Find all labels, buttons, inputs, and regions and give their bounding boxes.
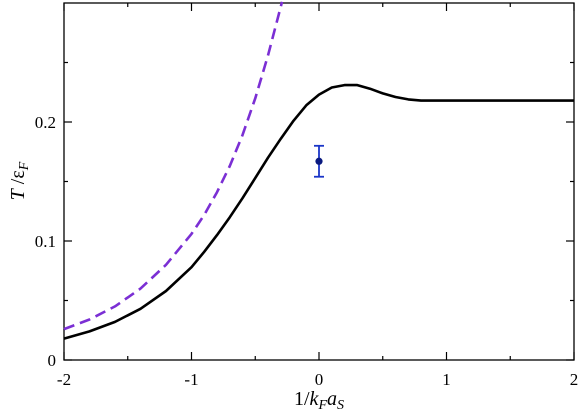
- y-axis-label: T /εF: [7, 161, 32, 200]
- plot-frame: [63, 2, 575, 361]
- axis-ticks: [63, 3, 575, 361]
- tick-labels: -2 -1 0 1 2 0 0.1 0.2: [35, 113, 579, 389]
- dashed-curve: [63, 1, 284, 331]
- x-tick-label: 2: [570, 370, 579, 389]
- y-tick-label: 0.1: [35, 232, 56, 251]
- x-tick-label: 0: [315, 370, 324, 389]
- x-tick-label: -2: [57, 370, 71, 389]
- error-bar-group: [314, 144, 324, 178]
- y-tick-label: 0.2: [35, 113, 56, 132]
- x-axis-label: 1/kFaS: [294, 388, 344, 413]
- x-tick-label: -1: [184, 370, 198, 389]
- series-group: [63, 1, 574, 340]
- x-tick-label: 1: [442, 370, 451, 389]
- y-tick-label: 0: [48, 351, 57, 370]
- data-point: [315, 157, 323, 165]
- solid-curve: [63, 83, 574, 340]
